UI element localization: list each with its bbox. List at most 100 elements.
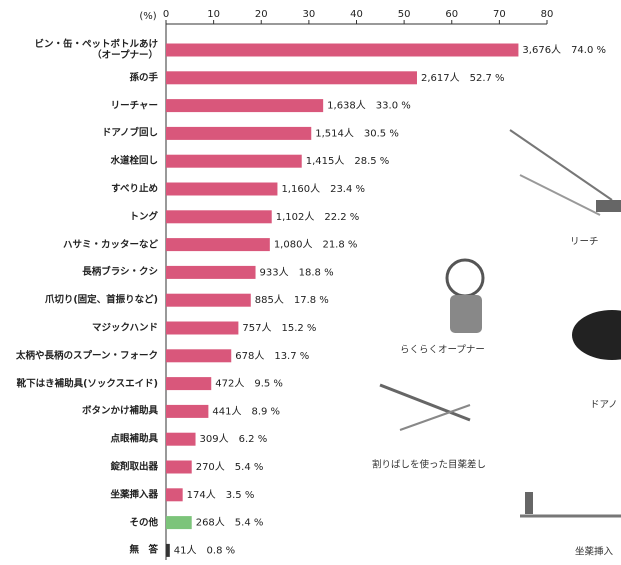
x-tick-label: 80 <box>541 9 554 20</box>
category-label: 点眼補助具 <box>110 433 158 445</box>
value-label: 5.4 % <box>235 462 264 473</box>
count-label: 1,514人 <box>315 127 354 139</box>
reacher <box>509 129 613 201</box>
count-label: 41人 <box>174 544 197 556</box>
count-label: 757人 <box>242 322 271 334</box>
bar <box>166 126 312 140</box>
category-label: ビン・缶・ペットボトルあけ （オープナー） <box>34 39 158 61</box>
bar <box>166 432 196 446</box>
value-label: 8.9 % <box>251 406 280 417</box>
value-label: 23.4 % <box>330 184 365 195</box>
category-label: 坐薬挿入器 <box>110 489 158 501</box>
bar <box>166 321 239 335</box>
count-label: 885人 <box>255 294 284 306</box>
count-label: 1,415人 <box>306 155 345 167</box>
category-label: マジックハンド <box>91 322 158 334</box>
bar <box>166 71 417 85</box>
caption: ドアノ <box>590 400 618 411</box>
value-label: 5.4 % <box>235 518 264 529</box>
reacher-grip <box>596 200 621 212</box>
count-label: 2,617人 <box>421 72 460 84</box>
value-label: 17.8 % <box>294 295 329 306</box>
category-label: トング <box>129 211 158 223</box>
category-label: ハサミ・カッターなど <box>62 239 158 251</box>
category-label: 孫の手 <box>129 72 158 84</box>
count-label: 1,638人 <box>327 100 366 112</box>
category-label: ボタンかけ補助具 <box>81 405 158 417</box>
illustrations: リーチ らくらくオープナー ドアノ 割りばしを使った目薬差し 坐薬挿入 <box>372 129 621 558</box>
value-label: 33.0 % <box>376 101 411 112</box>
caption: らくらくオープナー <box>400 345 485 356</box>
category-label: 長柄ブラシ・クシ <box>82 266 158 278</box>
category-label: すべり止め <box>111 183 158 195</box>
value-label: 0.8 % <box>207 545 236 556</box>
x-tick-label: 50 <box>398 9 411 20</box>
bar <box>166 99 324 113</box>
count-label: 270人 <box>196 461 225 473</box>
x-tick-label: 0 <box>163 9 169 20</box>
x-tick-label: 60 <box>445 9 458 20</box>
category-label: その他 <box>129 517 158 529</box>
bar <box>166 377 212 391</box>
category-label: 水道栓回し <box>110 155 158 167</box>
x-tick-label: 70 <box>493 9 506 20</box>
inserter <box>525 492 533 514</box>
category-label: 爪切り(固定、首振りなど) <box>44 294 158 306</box>
count-label: 1,102人 <box>276 211 315 223</box>
count-label: 268人 <box>196 517 225 529</box>
category-label: ドアノブ回し <box>101 127 158 139</box>
eyedrop <box>399 404 471 431</box>
bar <box>166 349 232 363</box>
bar <box>166 154 302 168</box>
bar <box>166 404 209 418</box>
category-label: 太柄や長柄のスプーン・フォーク <box>15 350 158 362</box>
x-tick-label: 20 <box>255 9 268 20</box>
value-label: 30.5 % <box>364 128 399 139</box>
bar <box>166 488 183 502</box>
count-label: 933人 <box>260 266 289 278</box>
count-label: 309人 <box>200 433 229 445</box>
x-tick-label: 30 <box>303 9 316 20</box>
caption: リーチ <box>570 237 599 248</box>
value-label: 9.5 % <box>254 379 283 390</box>
caption: 割りばしを使った目薬差し <box>372 459 486 471</box>
bar <box>166 238 270 252</box>
value-label: 6.2 % <box>239 434 268 445</box>
category-label: 無 答 <box>129 544 158 556</box>
bar <box>166 265 256 279</box>
door-knob <box>572 310 621 360</box>
bar <box>166 210 272 224</box>
value-label: 18.8 % <box>299 267 334 278</box>
count-label: 1,160人 <box>281 183 320 195</box>
value-label: 21.8 % <box>322 240 357 251</box>
axis-label: (%) <box>139 11 156 22</box>
bar <box>166 182 278 196</box>
category-label: リーチャー <box>110 100 158 112</box>
bar <box>166 543 170 557</box>
category-label: 靴下はき補助具(ソックスエイド) <box>16 378 158 390</box>
eyedrop <box>379 383 471 422</box>
opener <box>445 258 485 298</box>
value-label: 22.2 % <box>324 212 359 223</box>
value-label: 52.7 % <box>470 73 505 84</box>
opener-body <box>450 295 482 333</box>
x-tick-label: 10 <box>207 9 220 20</box>
caption: 坐薬挿入 <box>575 546 614 558</box>
category-label: 錠剤取出器 <box>110 461 158 473</box>
value-label: 28.5 % <box>354 156 389 167</box>
count-label: 3,676人 <box>522 44 561 56</box>
x-tick-label: 40 <box>350 9 363 20</box>
value-label: 13.7 % <box>274 351 309 362</box>
reacher <box>519 174 601 216</box>
bar <box>166 516 192 530</box>
value-label: 74.0 % <box>571 45 606 56</box>
count-label: 174人 <box>187 489 216 501</box>
bar <box>166 293 251 307</box>
bar <box>166 460 192 474</box>
count-label: 441人 <box>212 405 241 417</box>
value-label: 15.2 % <box>281 323 316 334</box>
count-label: 678人 <box>235 350 264 362</box>
count-label: 1,080人 <box>274 239 313 251</box>
